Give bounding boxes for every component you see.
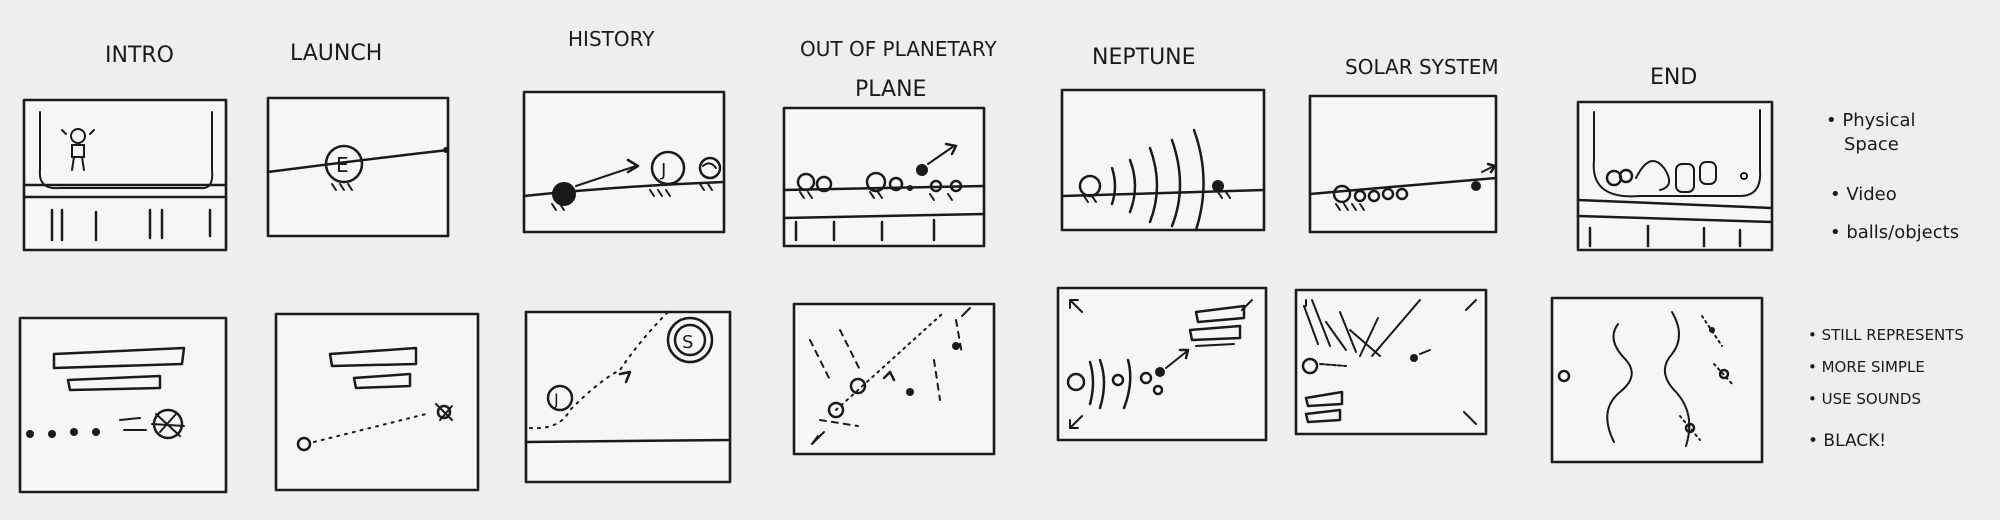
panel-solar-system-video — [1294, 288, 1488, 436]
note-use-sounds: • USE SOUNDS — [1808, 390, 1921, 408]
note-still-represents: • STILL REPRESENTS — [1808, 326, 1964, 344]
title-plane: PLANE — [855, 77, 926, 102]
note-black: • BLACK! — [1808, 431, 1886, 451]
notes-physical: • Physical Space • Video • balls/objects — [1826, 110, 1959, 243]
note-physical: • Physical — [1826, 110, 1916, 131]
panel-intro-physical — [22, 98, 228, 252]
panel-intro-video — [18, 316, 228, 494]
earth-label: E — [336, 153, 349, 177]
panel-launch-video — [274, 312, 480, 492]
note-more-simple: • MORE SIMPLE — [1808, 358, 1925, 376]
title-out-of-planetary: OUT OF PLANETARY — [800, 37, 997, 61]
title-solar-system: SOLAR SYSTEM — [1345, 55, 1499, 79]
panel-out-of-plane-physical — [782, 106, 986, 248]
panel-history-physical: J — [522, 90, 726, 234]
panel-out-of-plane-video — [792, 302, 996, 456]
panel-solar-system-physical — [1308, 94, 1498, 234]
panel-neptune-physical — [1060, 88, 1266, 232]
title-intro: INTRO — [105, 43, 174, 68]
person-icon — [61, 128, 95, 171]
notes-video: • STILL REPRESENTS • MORE SIMPLE • USE S… — [1808, 326, 1964, 451]
note-balls-objects: • balls/objects — [1830, 222, 1959, 243]
title-end: END — [1650, 65, 1697, 90]
note-video: • Video — [1830, 184, 1897, 205]
panel-neptune-video — [1056, 286, 1268, 442]
panel-launch-physical: E — [266, 96, 450, 238]
jupiter-video-label: J — [553, 390, 559, 409]
panel-end-physical — [1576, 100, 1774, 252]
panel-end-video — [1550, 296, 1764, 464]
jupiter-label: J — [660, 160, 666, 181]
panel-history-video: J S — [524, 309, 732, 484]
title-history: HISTORY — [568, 27, 655, 51]
title-neptune: NEPTUNE — [1092, 45, 1196, 70]
note-space: Space — [1844, 134, 1899, 155]
saturn-label: S — [682, 332, 693, 353]
title-launch: LAUNCH — [290, 41, 382, 66]
